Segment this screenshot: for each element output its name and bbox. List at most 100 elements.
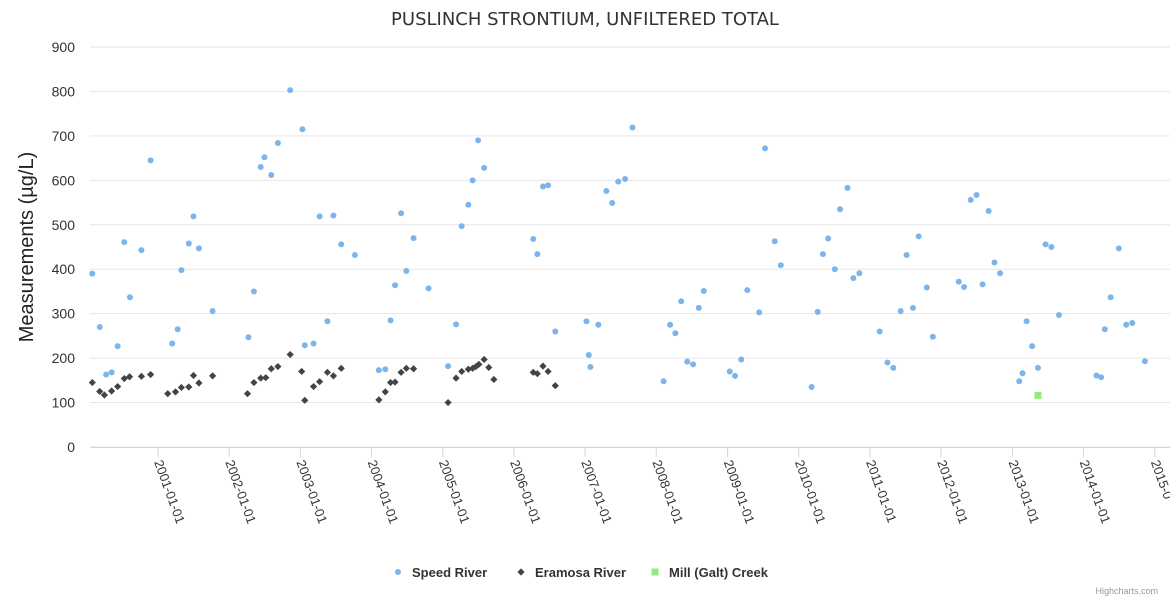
data-point[interactable] bbox=[381, 388, 389, 396]
data-point[interactable] bbox=[850, 275, 857, 282]
data-point[interactable] bbox=[603, 188, 610, 194]
data-point[interactable] bbox=[250, 378, 258, 387]
data-point[interactable] bbox=[169, 340, 176, 347]
data-point[interactable] bbox=[382, 366, 389, 373]
data-point[interactable] bbox=[808, 384, 815, 390]
data-point[interactable] bbox=[100, 391, 108, 399]
data-point[interactable] bbox=[552, 328, 559, 335]
data-point[interactable] bbox=[410, 235, 417, 242]
data-point[interactable] bbox=[195, 245, 202, 252]
data-point[interactable] bbox=[490, 375, 498, 384]
data-point[interactable] bbox=[171, 388, 180, 396]
credit-link[interactable]: Highcharts.com bbox=[1095, 586, 1158, 596]
data-point[interactable] bbox=[585, 352, 592, 358]
data-point[interactable] bbox=[1141, 358, 1148, 365]
data-point[interactable] bbox=[250, 288, 257, 295]
data-point[interactable] bbox=[732, 372, 739, 379]
data-point[interactable] bbox=[756, 309, 763, 316]
data-point[interactable] bbox=[615, 178, 622, 185]
data-point[interactable] bbox=[338, 241, 345, 248]
data-point[interactable] bbox=[1023, 318, 1030, 325]
data-point[interactable] bbox=[997, 270, 1004, 277]
data-point[interactable] bbox=[409, 365, 418, 373]
data-point[interactable] bbox=[660, 378, 667, 385]
data-point[interactable] bbox=[108, 369, 115, 376]
data-point[interactable] bbox=[672, 330, 679, 337]
data-point[interactable] bbox=[386, 378, 395, 387]
data-point[interactable] bbox=[539, 183, 546, 190]
data-point[interactable] bbox=[903, 252, 910, 258]
data-point[interactable] bbox=[1129, 320, 1136, 326]
data-point[interactable] bbox=[1019, 370, 1026, 377]
data-point[interactable] bbox=[1098, 374, 1105, 381]
data-point[interactable] bbox=[595, 321, 602, 328]
data-point[interactable] bbox=[301, 342, 308, 349]
data-point[interactable] bbox=[979, 281, 986, 288]
data-point[interactable] bbox=[310, 340, 317, 347]
data-point[interactable] bbox=[262, 374, 270, 382]
data-point[interactable] bbox=[125, 373, 134, 381]
data-point[interactable] bbox=[1055, 312, 1062, 318]
data-point[interactable] bbox=[208, 372, 217, 380]
data-point[interactable] bbox=[402, 364, 410, 372]
data-point[interactable] bbox=[375, 396, 383, 404]
data-point[interactable] bbox=[267, 365, 275, 373]
data-point[interactable] bbox=[458, 367, 466, 376]
legend-item[interactable]: Eramosa River bbox=[517, 565, 626, 580]
data-point[interactable] bbox=[819, 251, 826, 258]
data-point[interactable] bbox=[1115, 245, 1122, 252]
data-point[interactable] bbox=[744, 287, 751, 294]
data-point[interactable] bbox=[89, 270, 96, 277]
data-point[interactable] bbox=[261, 154, 268, 161]
data-point[interactable] bbox=[762, 145, 769, 152]
data-point[interactable] bbox=[1034, 391, 1042, 399]
data-point[interactable] bbox=[96, 387, 104, 396]
legend-symbol[interactable] bbox=[517, 568, 525, 576]
data-point[interactable] bbox=[337, 364, 345, 372]
legend-item[interactable]: Speed River bbox=[395, 565, 487, 580]
data-point[interactable] bbox=[1101, 326, 1108, 333]
data-point[interactable] bbox=[103, 371, 110, 378]
data-point[interactable] bbox=[286, 350, 294, 359]
data-point[interactable] bbox=[274, 140, 281, 146]
data-point[interactable] bbox=[700, 288, 707, 294]
data-point[interactable] bbox=[690, 361, 697, 368]
data-point[interactable] bbox=[387, 317, 394, 324]
data-point[interactable] bbox=[465, 201, 472, 208]
data-point[interactable] bbox=[189, 371, 198, 380]
data-point[interactable] bbox=[397, 368, 405, 376]
data-point[interactable] bbox=[884, 359, 891, 366]
data-point[interactable] bbox=[245, 334, 252, 341]
data-point[interactable] bbox=[316, 378, 324, 386]
data-point[interactable] bbox=[268, 172, 275, 178]
data-point[interactable] bbox=[530, 236, 537, 242]
data-point[interactable] bbox=[475, 360, 483, 368]
data-point[interactable] bbox=[726, 368, 733, 375]
data-point[interactable] bbox=[146, 370, 155, 379]
data-point[interactable] bbox=[1093, 372, 1100, 379]
data-point[interactable] bbox=[915, 233, 922, 240]
data-point[interactable] bbox=[209, 308, 216, 314]
data-point[interactable] bbox=[678, 298, 685, 305]
data-point[interactable] bbox=[831, 266, 838, 273]
data-point[interactable] bbox=[375, 367, 382, 374]
data-point[interactable] bbox=[609, 200, 616, 206]
data-point[interactable] bbox=[444, 398, 452, 407]
data-point[interactable] bbox=[425, 285, 432, 292]
data-point[interactable] bbox=[257, 164, 264, 170]
data-point[interactable] bbox=[298, 367, 306, 376]
data-point[interactable] bbox=[1107, 294, 1114, 301]
data-point[interactable] bbox=[126, 294, 133, 301]
legend[interactable]: Speed River Eramosa River Mill (Galt) Cree… bbox=[395, 565, 769, 580]
data-point[interactable] bbox=[629, 124, 636, 131]
data-point[interactable] bbox=[329, 372, 338, 380]
legend-symbol[interactable] bbox=[651, 568, 659, 576]
data-point[interactable] bbox=[856, 270, 863, 277]
data-point[interactable] bbox=[403, 268, 410, 274]
data-point[interactable] bbox=[398, 210, 405, 217]
data-point[interactable] bbox=[287, 87, 294, 94]
data-point[interactable] bbox=[472, 362, 480, 371]
data-point[interactable] bbox=[667, 321, 674, 328]
data-point[interactable] bbox=[587, 364, 594, 370]
data-point[interactable] bbox=[825, 235, 832, 242]
